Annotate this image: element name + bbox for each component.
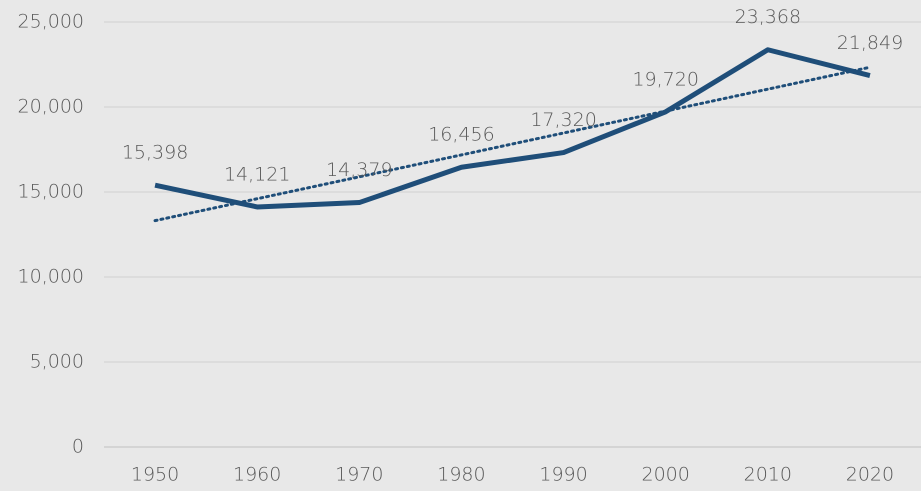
data-label: 19,720: [632, 68, 698, 90]
x-tick-label: 2020: [846, 464, 894, 486]
data-label: 23,368: [735, 6, 801, 28]
x-tick-label: 1990: [539, 464, 587, 486]
x-tick-label: 1970: [335, 464, 383, 486]
y-tick-label: 10,000: [18, 266, 84, 288]
data-label: 14,121: [224, 163, 290, 185]
data-label: 21,849: [837, 32, 903, 54]
y-tick-label: 5,000: [30, 351, 84, 373]
data-label: 17,320: [530, 109, 596, 131]
x-tick-label: 1960: [233, 464, 281, 486]
y-tick-label: 15,000: [18, 181, 84, 203]
x-tick-label: 1950: [131, 464, 179, 486]
x-tick-label: 1980: [437, 464, 485, 486]
data-label: 16,456: [428, 124, 494, 146]
data-label: 14,379: [326, 159, 392, 181]
y-tick-label: 25,000: [18, 11, 84, 33]
x-tick-label: 2010: [744, 464, 792, 486]
trendline: [153, 65, 872, 223]
y-tick-label: 0: [72, 436, 84, 458]
x-tick-label: 2000: [642, 464, 690, 486]
series-line: [154, 47, 871, 210]
data-label: 15,398: [122, 142, 188, 164]
y-tick-label: 20,000: [18, 96, 84, 118]
